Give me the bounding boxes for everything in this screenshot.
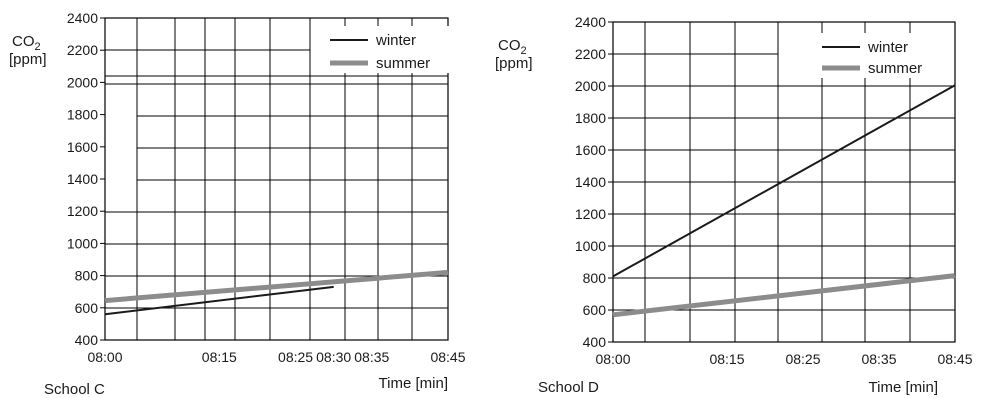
- legend-label-winter: winter: [375, 32, 416, 49]
- x-tick-label: 08:25: [278, 349, 313, 365]
- legend-label-summer: summer: [868, 60, 922, 77]
- legend: winter summer: [324, 26, 452, 73]
- y-axis-unit: [ppm]: [495, 55, 533, 72]
- y-tick-label: 1400: [67, 171, 98, 187]
- y-axis-label: CO2: [498, 37, 527, 57]
- panel-label: School C: [44, 381, 105, 398]
- y-tick-label: 600: [583, 302, 607, 318]
- y-tick-label: 1800: [67, 107, 98, 123]
- x-axis-label: Time [min]: [379, 375, 448, 392]
- y-tick-label: 400: [75, 332, 99, 348]
- y-tick-label: 2000: [67, 74, 98, 90]
- x-tick-label: 08:35: [354, 349, 389, 365]
- y-tick-label: 1800: [575, 110, 606, 126]
- y-tick-label: 800: [75, 268, 99, 284]
- panel-label: School D: [538, 379, 599, 396]
- x-tick-label: 08:15: [202, 349, 237, 365]
- x-tick-label: 08:35: [861, 351, 896, 367]
- y-tick-label: 2400: [575, 14, 606, 30]
- y-axis-label: CO2: [12, 33, 41, 53]
- y-tick-label: 1400: [575, 174, 606, 190]
- y-tick-label: 1000: [67, 235, 98, 251]
- y-tick-label: 1200: [67, 203, 98, 219]
- legend-label-winter: winter: [867, 39, 908, 56]
- y-tick-label: 2000: [575, 78, 606, 94]
- series-line-winter: [612, 84, 956, 278]
- y-tick-label: 400: [583, 334, 607, 350]
- y-tick-label: 800: [583, 270, 607, 286]
- x-tick-label: 08:30: [316, 349, 351, 365]
- x-tick-label: 08:25: [785, 351, 820, 367]
- series-line-summer: [104, 269, 449, 304]
- x-tick-label: 08:45: [937, 351, 972, 367]
- x-tick-label: 08:45: [430, 349, 465, 365]
- y-tick-label: 600: [75, 300, 99, 316]
- chart-panel-school-c: 400 600 800 1000 1200 1400 1600 1800 2000 2200 240…: [9, 10, 466, 398]
- y-tick-label: 2400: [67, 10, 98, 26]
- y-tick-label: 2200: [575, 46, 606, 62]
- legend: winter summer: [816, 33, 944, 78]
- series-line-winter: [104, 285, 334, 316]
- x-tick-label: 08:00: [87, 349, 122, 365]
- series-line-summer: [612, 273, 956, 318]
- y-tick-label: 2200: [67, 42, 98, 58]
- x-tick-label: 08:15: [709, 351, 744, 367]
- y-tick-label: 1000: [575, 238, 606, 254]
- legend-label-summer: summer: [376, 55, 430, 72]
- y-axis-unit: [ppm]: [9, 51, 47, 68]
- chart-panel-school-d: 400 600 800 1000 1200 1400 1600 1800 2000 2200 240…: [495, 14, 973, 396]
- y-tick-label: 1600: [575, 142, 606, 158]
- y-tick-label: 1600: [67, 139, 98, 155]
- x-tick-label: 08:00: [595, 351, 630, 367]
- x-axis-label: Time [min]: [869, 379, 938, 396]
- y-tick-label: 1200: [575, 206, 606, 222]
